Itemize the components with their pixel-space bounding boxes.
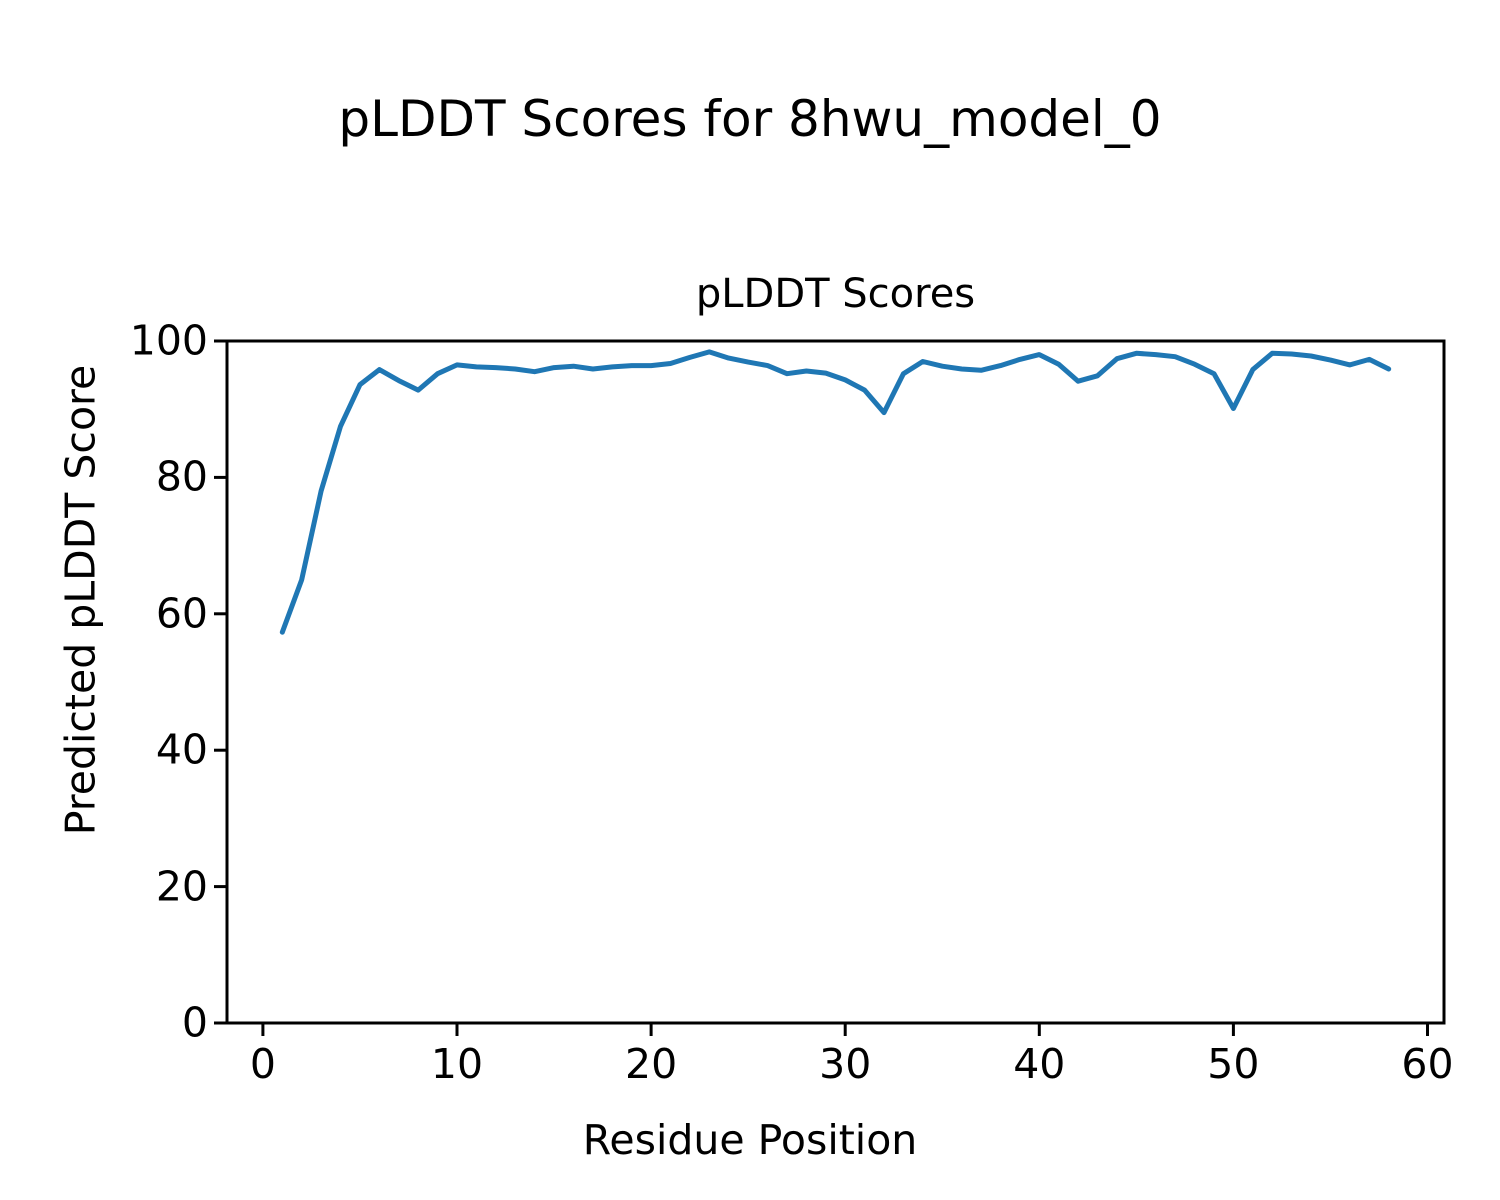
x-tick-label: 50: [1207, 1040, 1260, 1088]
x-tick-label: 40: [1013, 1040, 1066, 1088]
x-tick-label: 0: [249, 1040, 276, 1088]
x-tick-label: 30: [819, 1040, 872, 1088]
axes-title: pLDDT Scores: [695, 271, 976, 317]
y-tick-label: 100: [129, 316, 208, 365]
y-tick-label: 60: [155, 589, 208, 638]
y-tick-label: 20: [155, 862, 208, 911]
x-tick-label: 60: [1401, 1040, 1454, 1088]
axes-spines: [225, 339, 1446, 1025]
y-axis-label: Predicted pLDDT Score: [56, 364, 105, 836]
x-tick-label: 10: [430, 1040, 484, 1088]
y-tick-label: 40: [155, 725, 208, 774]
y-tick-label: 0: [181, 998, 208, 1047]
y-tick-label: 80: [155, 452, 208, 501]
x-axis-label: Residue Position: [582, 1116, 918, 1164]
figure-title: pLDDT Scores for 8hwu_model_0: [338, 90, 1162, 148]
plddt-line: [279, 349, 1392, 635]
x-tick-label: 20: [625, 1040, 678, 1088]
